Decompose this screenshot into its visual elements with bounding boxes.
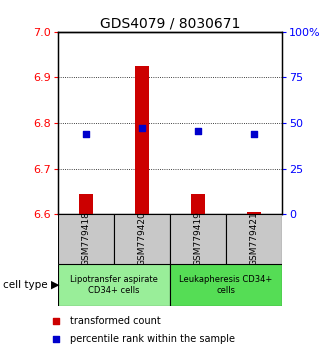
Text: GSM779419: GSM779419 (193, 211, 203, 267)
Bar (79, 194, 93, 214)
Text: GSM779421: GSM779421 (249, 212, 259, 266)
Text: transformed count: transformed count (70, 316, 160, 326)
Text: GSM779420: GSM779420 (137, 212, 147, 266)
Bar (247, 212, 261, 214)
Text: percentile rank within the sample: percentile rank within the sample (70, 334, 235, 344)
Bar (170, 264, 282, 306)
Bar (135, 66, 149, 214)
Text: cell type: cell type (3, 280, 48, 290)
Bar (191, 194, 205, 214)
Bar (58, 264, 170, 306)
Title: GDS4079 / 8030671: GDS4079 / 8030671 (100, 17, 240, 31)
Point (195, 129, 201, 134)
Bar (226, 214, 282, 264)
Bar (58, 214, 114, 264)
Text: Lipotransfer aspirate
CD34+ cells: Lipotransfer aspirate CD34+ cells (70, 275, 158, 295)
Point (251, 131, 257, 137)
Text: ▶: ▶ (51, 280, 60, 290)
Text: GSM779418: GSM779418 (81, 211, 90, 267)
Point (53, 318, 58, 324)
Bar (114, 214, 170, 264)
Point (53, 336, 58, 342)
Text: Leukapheresis CD34+
cells: Leukapheresis CD34+ cells (180, 275, 273, 295)
Point (139, 125, 145, 130)
Bar (170, 214, 226, 264)
Point (83, 131, 88, 137)
